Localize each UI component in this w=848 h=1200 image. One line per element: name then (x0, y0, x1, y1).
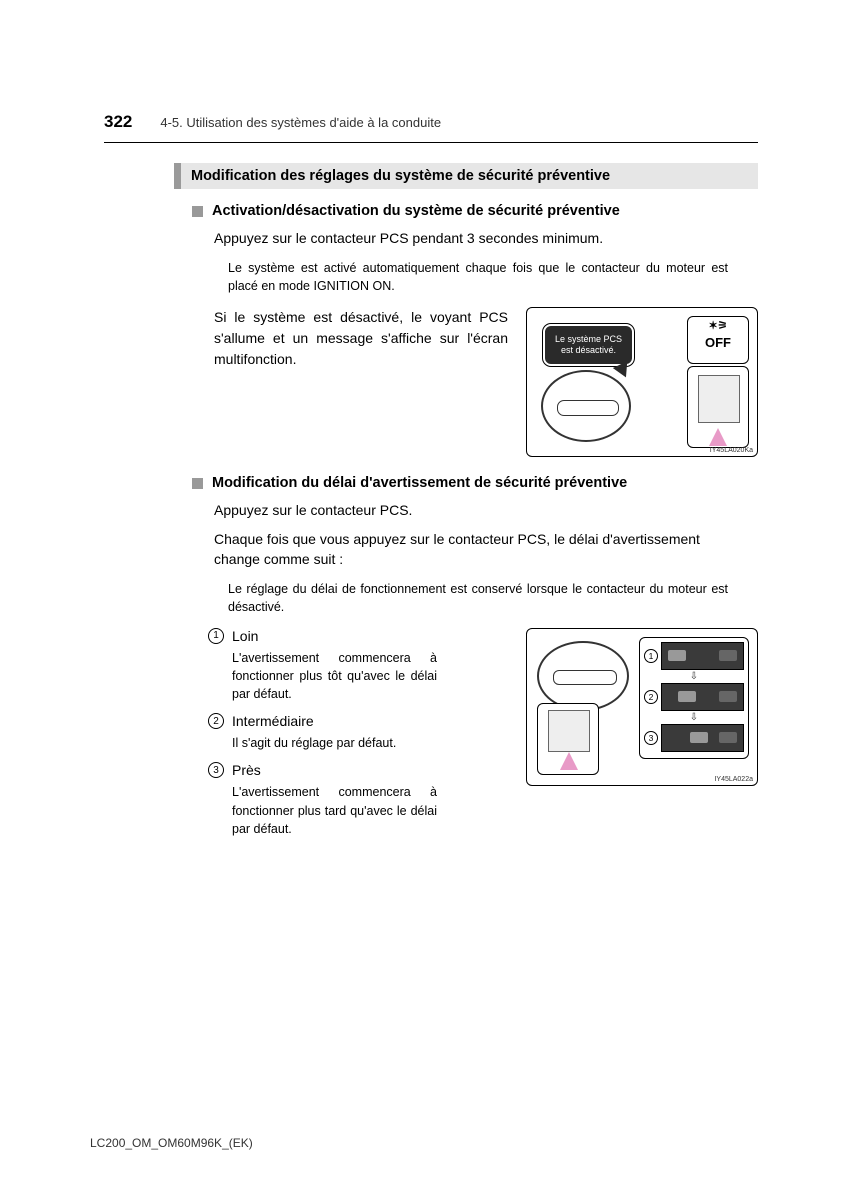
footer-code: LC200_OM_OM60M96K_(EK) (90, 1136, 253, 1150)
sub1-instruction: Appuyez sur le contacteur PCS pendant 3 … (214, 229, 758, 249)
down-arrow-icon: ⇩ (644, 713, 744, 723)
item2-desc: Il s'agit du réglage par défaut. (232, 734, 437, 752)
steering-wheel-icon (537, 641, 629, 711)
range-num-3: 3 (644, 731, 658, 745)
item3-label: Près (232, 762, 261, 778)
down-arrow-icon: ⇩ (644, 672, 744, 682)
illus1-code: IY45LA020Ka (710, 447, 753, 454)
sub2-note: Le réglage du délai de fonctionnement es… (228, 580, 728, 616)
range-num-1: 1 (644, 649, 658, 663)
circle-num-3: 3 (208, 762, 224, 778)
item2-label: Intermédiaire (232, 713, 314, 729)
circle-num-1: 1 (208, 628, 224, 644)
arrow-up-icon (709, 428, 727, 446)
chapter-title: 4-5. Utilisation des systèmes d'aide à l… (160, 115, 441, 130)
sub1-side-text: Si le système est désactivé, le voyant P… (214, 307, 508, 457)
range-num-2: 2 (644, 690, 658, 704)
range-bar-far (661, 642, 744, 670)
range-bar-near (661, 724, 744, 752)
sub2-heading: Modification du délai d'avertissement de… (212, 475, 627, 491)
pcs-button-icon (548, 710, 590, 752)
pcs-off-icon: ✶⚞ (688, 321, 748, 332)
callout-line1: Le système PCS (555, 334, 622, 344)
arrow-up-icon (560, 752, 578, 770)
square-bullet-icon (192, 206, 203, 217)
square-bullet-icon (192, 478, 203, 489)
range-bar-mid (661, 683, 744, 711)
sub1-note: Le système est activé automatiquement ch… (228, 259, 728, 295)
range-stack: 1 ⇩ 2 ⇩ 3 (639, 637, 749, 759)
button-panel-2 (537, 703, 599, 775)
callout-bubble: Le système PCS est désactivé. (543, 324, 634, 367)
illustration-1: Le système PCS est désactivé. ✶⚞ OFF IY4… (526, 307, 758, 457)
steering-wheel-icon (541, 370, 631, 442)
page-number: 322 (104, 112, 132, 132)
header-divider (104, 142, 758, 143)
off-panel: ✶⚞ OFF (687, 316, 749, 364)
item3-desc: L'avertissement commencera à fonctionner… (232, 783, 437, 837)
item1-desc: L'avertissement commencera à fonctionner… (232, 649, 437, 703)
circle-num-2: 2 (208, 713, 224, 729)
sub1-heading: Activation/désactivation du système de s… (212, 203, 620, 219)
sub2-instruction: Appuyez sur le contacteur PCS. (214, 501, 758, 521)
callout-line2: est désactivé. (561, 345, 616, 355)
pcs-button-icon (698, 375, 740, 423)
sub2-detail: Chaque fois que vous appuyez sur le cont… (214, 530, 728, 569)
illustration-2: 1 ⇩ 2 ⇩ 3 (526, 628, 758, 786)
illus2-code: IY45LA022a (714, 776, 753, 783)
section-header: Modification des réglages du système de … (174, 163, 758, 189)
off-label: OFF (688, 335, 748, 350)
item1-label: Loin (232, 628, 258, 644)
